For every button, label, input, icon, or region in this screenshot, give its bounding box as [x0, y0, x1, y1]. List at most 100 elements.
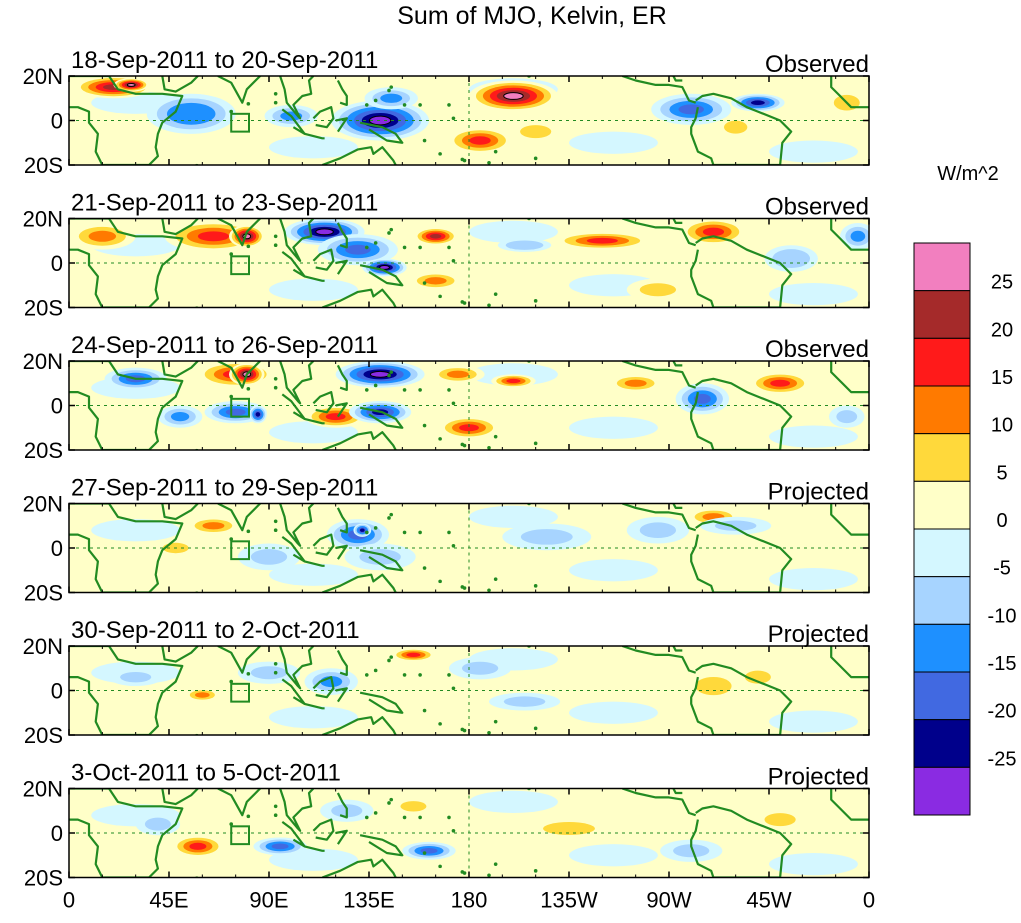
- coastline: [672, 788, 683, 795]
- panel-kind-label: Observed: [765, 194, 869, 221]
- island: [493, 292, 498, 296]
- island: [451, 401, 456, 406]
- colorbar-tick-label: -5: [993, 558, 1011, 580]
- box-marker: [230, 112, 251, 133]
- anomaly-contour: [429, 233, 442, 239]
- coastline: [690, 377, 793, 450]
- y-tick-label: 0: [51, 536, 63, 561]
- coastline: [690, 520, 793, 593]
- weak-anomaly-contour: [769, 710, 858, 733]
- coastline: [321, 288, 397, 308]
- anomaly-contour: [724, 120, 748, 134]
- island: [229, 394, 234, 399]
- island: [434, 308, 438, 312]
- colorbar-bin: [913, 385, 971, 435]
- island: [418, 530, 422, 535]
- panel: 20N 0 20S 27-Sep-2011 to 29-Sep-2011 Project…: [23, 475, 870, 606]
- coastline: [335, 544, 348, 560]
- coastline: [279, 361, 315, 405]
- y-tick-label: 20N: [23, 777, 63, 802]
- colorbar-units: W/m^2: [937, 163, 999, 185]
- island: [438, 294, 442, 299]
- coastline: [336, 507, 348, 534]
- colorbar-bin: [913, 480, 971, 530]
- island: [434, 593, 438, 597]
- coastline: [279, 76, 315, 120]
- anomaly-contour: [624, 379, 647, 387]
- island: [191, 735, 195, 739]
- anomaly-contour: [271, 843, 289, 850]
- coastline: [830, 646, 869, 679]
- weak-anomaly-contour: [269, 136, 358, 159]
- island: [451, 828, 456, 833]
- colorbar-bin: [913, 337, 971, 387]
- anomaly-contour: [639, 283, 677, 297]
- coastline: [321, 716, 397, 735]
- island: [273, 670, 278, 675]
- coastline: [672, 76, 683, 82]
- island: [402, 530, 407, 535]
- colorbar-tick-label: 0: [996, 510, 1007, 532]
- anomaly-contour: [678, 104, 704, 115]
- coastline: [69, 788, 184, 878]
- island: [273, 377, 278, 381]
- coastline: [335, 117, 348, 133]
- anomaly-contour: [702, 227, 725, 237]
- coastline: [217, 503, 262, 532]
- coastline: [304, 702, 325, 710]
- coastline: [304, 560, 325, 567]
- anomaly-contour: [513, 242, 536, 248]
- island: [273, 804, 278, 809]
- panel: 20N 0 20S 30-Sep-2011 to 2-Oct-2011 Projecte…: [23, 617, 870, 748]
- coastline: [690, 235, 793, 308]
- island: [447, 530, 451, 535]
- coastline: [279, 646, 315, 690]
- anomaly-contour: [379, 265, 390, 270]
- island: [533, 584, 538, 588]
- island: [246, 102, 251, 106]
- coastline: [217, 361, 262, 389]
- x-tick-label: 90W: [646, 888, 691, 913]
- island: [402, 815, 407, 820]
- weak-anomaly-contour: [569, 131, 658, 154]
- colorbar-bin: [913, 671, 971, 721]
- coastline: [281, 536, 306, 563]
- island: [438, 864, 442, 869]
- y-tick-label: 0: [51, 109, 63, 134]
- coastline: [335, 829, 348, 845]
- y-tick-label: 20S: [24, 438, 63, 463]
- island: [460, 442, 465, 447]
- x-tick-label: 90E: [249, 888, 288, 913]
- anomaly-contour: [225, 408, 246, 416]
- coastline: [69, 503, 184, 593]
- panel-date-range: 3-Oct-2011 to 5-Oct-2011: [71, 760, 341, 787]
- anomaly-contour: [503, 696, 546, 707]
- island: [364, 673, 369, 677]
- coastline: [672, 361, 683, 367]
- anomaly-contour: [406, 652, 421, 658]
- panel-date-range: 30-Sep-2011 to 2-Oct-2011: [71, 617, 360, 644]
- anomaly-contour: [144, 817, 171, 831]
- coastline: [321, 431, 397, 450]
- coastline: [336, 650, 348, 676]
- coastline: [830, 218, 869, 251]
- anomaly-contour: [250, 666, 288, 680]
- y-tick-label: 20S: [24, 296, 63, 321]
- weak-anomaly-contour: [769, 568, 858, 591]
- island: [451, 258, 456, 263]
- weak-anomaly-contour: [469, 220, 558, 243]
- panel: 20N 0 20S 24-Sep-2011 to 26-Sep-2011 Observe…: [23, 332, 870, 463]
- island: [387, 801, 391, 805]
- anomaly-field: [91, 505, 858, 591]
- colorbar-bin: [913, 576, 971, 625]
- island: [434, 450, 438, 454]
- coastline: [69, 76, 184, 165]
- island: [246, 387, 251, 391]
- panel-kind-label: Observed: [765, 51, 869, 78]
- island: [191, 450, 195, 454]
- anomaly-contour: [126, 82, 136, 87]
- y-tick-label: 20N: [23, 634, 63, 659]
- island: [418, 815, 422, 820]
- anomaly-contour: [400, 801, 427, 812]
